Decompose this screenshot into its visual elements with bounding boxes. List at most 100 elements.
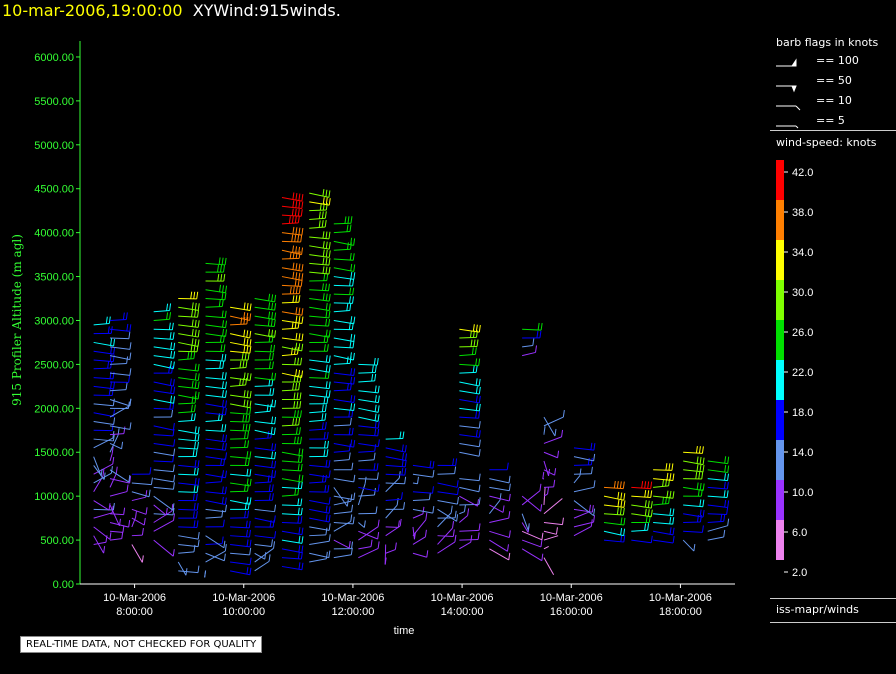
wind-barb-flag [245, 520, 248, 528]
wind-barb-flag [107, 326, 110, 334]
wind-barb-flag [328, 523, 331, 531]
wind-barb [309, 558, 327, 563]
wind-barb-flag [194, 433, 197, 441]
wind-barb [682, 539, 695, 552]
wind-barb-flag [350, 494, 353, 502]
wind-barb [543, 436, 562, 444]
wind-barb-flag [293, 436, 296, 444]
y-tick-label: 6000.00 [34, 52, 74, 64]
wind-barb-flag [170, 342, 173, 350]
legend-panel: barb flags in knots == 100 == 50 == 10 =… [770, 30, 896, 630]
wind-barb [683, 469, 704, 473]
wind-barb-flag [301, 545, 304, 553]
wind-barb-flag [197, 320, 200, 328]
wind-barb-flag [299, 410, 302, 418]
wind-barb [412, 552, 427, 558]
wind-barb-flag [363, 520, 366, 528]
wind-barb-flag [672, 535, 675, 544]
wind-barb-flag [194, 302, 197, 310]
wind-barb [683, 504, 703, 508]
wind-barb-flag [323, 344, 326, 352]
wind-barb [489, 530, 510, 538]
wind-barb-flag [221, 372, 224, 380]
wind-barb-flag [346, 499, 349, 507]
y-axis: 0.00 500.00 1000.00 1500.00 2000.00 2500.00 30… [34, 41, 81, 591]
wind-barb [153, 495, 174, 511]
wind-barb-flag [325, 202, 328, 211]
wind-barb [358, 522, 365, 528]
wind-barb [153, 478, 174, 483]
wind-barb-flag [301, 562, 304, 570]
wind-barb [543, 530, 557, 535]
wind-barb-flag [348, 322, 351, 330]
wind-barb-flag [249, 303, 252, 311]
wind-barb-flag [297, 357, 300, 365]
wind-barb-flag [401, 467, 404, 476]
wind-barb-flag [377, 439, 380, 447]
wind-barb-flag [297, 507, 300, 515]
wind-barb-flag [702, 464, 705, 472]
wind-barb-flag [352, 352, 355, 361]
wind-barb-flag [246, 567, 249, 575]
wind-barb-flag [112, 398, 115, 406]
wind-barb-flag [377, 385, 380, 393]
x-tick-time: 8:00:00 [116, 606, 153, 618]
wind-barb-flag [350, 216, 353, 224]
wind-barb-flag [190, 344, 193, 352]
wind-barb-flag [112, 354, 115, 362]
wind-barb-flag [470, 535, 473, 543]
wind-barb [309, 540, 330, 545]
wind-barb-flag [294, 487, 297, 496]
wind-barb-flag [190, 413, 193, 421]
wind-barb-flag [622, 481, 625, 489]
wind-barb-flag [328, 470, 331, 478]
wind-barb-flag [463, 504, 466, 512]
wind-barb-flag [720, 514, 723, 522]
wind-barb-flag [172, 503, 175, 511]
wind-barb-flag [301, 527, 304, 535]
wind-barb [281, 504, 301, 507]
wind-barb-flag [325, 355, 328, 363]
wind-barb-flag [557, 450, 560, 458]
wind-barb [309, 359, 330, 364]
legend-divider [770, 598, 896, 599]
wind-barb-flag [223, 344, 226, 352]
wind-barb-flag [194, 459, 197, 468]
wind-barb-flag [346, 303, 349, 311]
wind-barb-flag [243, 345, 246, 353]
wind-barb-flag [650, 481, 653, 489]
wind-barb-flag [701, 525, 704, 533]
wind-barb [254, 464, 275, 469]
wind-barb-flag [668, 463, 671, 471]
wind-barb-flag [193, 485, 196, 493]
wind-barb [254, 306, 275, 311]
wind-barb-flag [301, 536, 304, 544]
wind-barb-flag [298, 251, 301, 259]
wind-barb-flag [295, 192, 298, 201]
wind-barb-flag [224, 424, 227, 432]
wind-barb [109, 478, 130, 484]
wind-barb-flag [122, 312, 125, 320]
wind-barb-flag [217, 265, 219, 273]
wind-barb [109, 491, 128, 497]
wind-barb-flag [467, 508, 470, 516]
wind-barb-flag [249, 539, 252, 547]
wind-barb [385, 498, 402, 502]
colorbar-segment [776, 280, 784, 320]
wind-barb-flag [325, 189, 328, 197]
wind-barb-flag [349, 303, 352, 311]
wind-barb-flag [350, 403, 353, 411]
wind-barb-flag [401, 444, 404, 452]
wind-barb [153, 355, 174, 359]
wind-barb-flag [173, 342, 176, 350]
wind-barb [309, 473, 330, 478]
wind-barb-flag [274, 470, 277, 478]
wind-barb-flag [508, 511, 511, 519]
wind-barb [459, 407, 480, 412]
wind-barb-flag [376, 358, 379, 366]
wind-barb [309, 534, 326, 537]
wind-barb-flag [220, 344, 223, 352]
wind-barb-flag [475, 386, 478, 394]
colorbar-segment [776, 520, 784, 560]
wind-barb [333, 231, 351, 234]
